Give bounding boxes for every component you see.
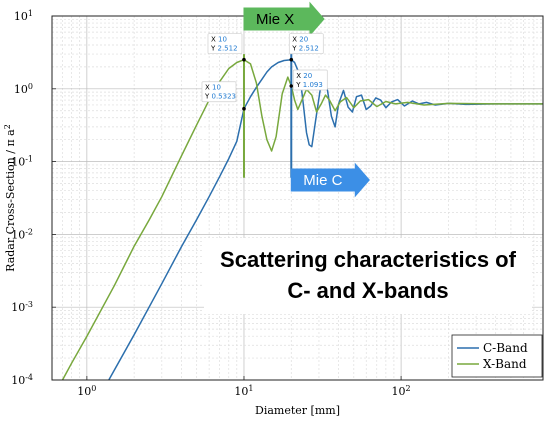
data-tip-point [242, 57, 246, 62]
y-tick-label: 100 [14, 81, 33, 96]
y-axis-label: Radar Cross-Section / π a2 [3, 124, 18, 272]
data-tip-box [288, 33, 324, 55]
arrow-label: Mie C [303, 172, 342, 189]
x-tick-label: 102 [392, 384, 411, 399]
x-axis-label: Diameter [mm] [255, 404, 340, 417]
markers [242, 54, 294, 178]
y-tick-label: 10-2 [11, 227, 33, 242]
legend-entry: C-Band [457, 341, 528, 355]
overlay-line-2: C- and X-bands [287, 278, 448, 303]
annotations: Mie X Mie C [243, 1, 370, 198]
legend-label: C-Band [483, 341, 528, 355]
data-tip-point [289, 84, 294, 88]
annotation-arrow-mie-x: Mie X [243, 1, 325, 37]
overlay-line-1: Scattering characteristics of [220, 247, 517, 272]
x-tick-label: 101 [234, 384, 253, 399]
legend: C-Band X-Band [451, 334, 543, 378]
data-tip: X 20Y 2.512 [288, 33, 324, 55]
x-tick-label: 100 [77, 384, 96, 399]
arrow-shape [243, 1, 325, 37]
arrow-label: Mie X [256, 11, 294, 28]
arrow-shape [290, 162, 370, 198]
y-tick-label: 10-3 [11, 300, 33, 315]
series-line-x-band [61, 58, 543, 381]
data-tip-y: Y 0.5323 [204, 93, 236, 101]
tick-labels: 100 101 102 10-4 10-3 10-2 10-1 100 101 [11, 9, 410, 399]
legend-entry: X-Band [457, 357, 527, 371]
overlay-title: Scattering characteristics of C- and X-b… [204, 238, 532, 314]
y-tick-label: 101 [14, 9, 33, 24]
series-line-c-band [108, 58, 543, 381]
y-axis-label-main: Radar Cross-Section / π a [4, 129, 17, 272]
data-tip: X 10Y 2.512 [207, 33, 243, 55]
series-group [61, 58, 543, 381]
data-tip-x: X 10 [205, 84, 221, 92]
data-tip: X 20Y 1.093 [292, 69, 328, 91]
data-tip-y: Y 2.512 [210, 45, 238, 53]
legend-box [451, 334, 543, 378]
data-tip-y: Y 1.093 [295, 81, 323, 89]
data-tip-box [201, 81, 237, 103]
y-tick-label: 10-1 [11, 154, 33, 169]
data-tip-box [207, 33, 243, 55]
data-tip-x: X 20 [296, 72, 312, 80]
data-tip-point [242, 106, 246, 111]
data-tip-x: X 10 [211, 36, 227, 44]
y-axis-label-exponent: 2 [3, 124, 12, 129]
data-tip: X 10Y 0.5323 [201, 81, 237, 103]
data-tip-y: Y 2.512 [291, 45, 319, 53]
data-tip-box [292, 69, 328, 91]
legend-label: X-Band [483, 357, 527, 371]
overlay-box [204, 238, 532, 314]
data-tip-x: X 20 [292, 36, 308, 44]
annotation-arrow-mie-c: Mie C [290, 162, 370, 198]
data-tip-point [289, 57, 294, 62]
y-tick-label: 10-4 [11, 373, 33, 388]
